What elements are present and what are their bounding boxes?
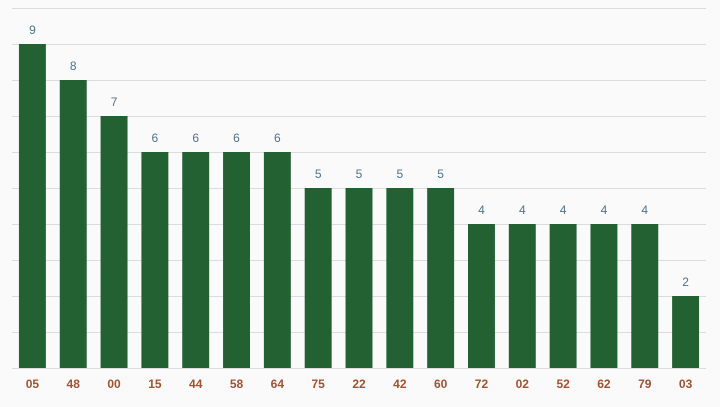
value-label: 6 [274, 131, 281, 145]
bar [467, 224, 495, 368]
bar [672, 296, 700, 368]
value-label: 6 [192, 131, 199, 145]
x-tick-label: 48 [67, 377, 81, 391]
value-label: 6 [233, 131, 240, 145]
x-tick-label: 05 [26, 377, 40, 391]
x-tick-label: 03 [679, 377, 693, 391]
bar [59, 80, 87, 368]
x-tick-label: 64 [271, 377, 285, 391]
x-tick-label: 00 [107, 377, 121, 391]
value-label: 2 [682, 275, 689, 289]
bar [508, 224, 536, 368]
bar [631, 224, 659, 368]
bar [182, 152, 210, 368]
x-tick-label: 22 [352, 377, 366, 391]
value-label: 4 [601, 203, 608, 217]
bar [223, 152, 251, 368]
value-label: 5 [437, 167, 444, 181]
bar [549, 224, 577, 368]
value-label: 5 [396, 167, 403, 181]
value-label: 4 [641, 203, 648, 217]
bar [386, 188, 414, 368]
x-tick-label: 79 [638, 377, 652, 391]
x-tick-label: 58 [230, 377, 244, 391]
bar [18, 44, 46, 368]
x-tick-label: 02 [516, 377, 530, 391]
x-tick-label: 60 [434, 377, 448, 391]
x-tick-label: 75 [311, 377, 325, 391]
bar [141, 152, 169, 368]
bar [590, 224, 618, 368]
bar [304, 188, 332, 368]
value-label: 6 [152, 131, 159, 145]
x-tick-label: 42 [393, 377, 407, 391]
value-label: 4 [478, 203, 485, 217]
value-label: 5 [315, 167, 322, 181]
bar [427, 188, 455, 368]
bar [100, 116, 128, 368]
value-label: 9 [29, 23, 36, 37]
x-tick-label: 52 [556, 377, 570, 391]
value-label: 4 [560, 203, 567, 217]
x-tick-label: 72 [475, 377, 489, 391]
value-label: 4 [519, 203, 526, 217]
x-tick-label: 44 [189, 377, 203, 391]
bar [263, 152, 291, 368]
value-label: 8 [70, 59, 77, 73]
bar [345, 188, 373, 368]
x-tick-label: 15 [148, 377, 162, 391]
x-tick-label: 62 [597, 377, 611, 391]
value-label: 7 [111, 95, 118, 109]
value-label: 5 [356, 167, 363, 181]
